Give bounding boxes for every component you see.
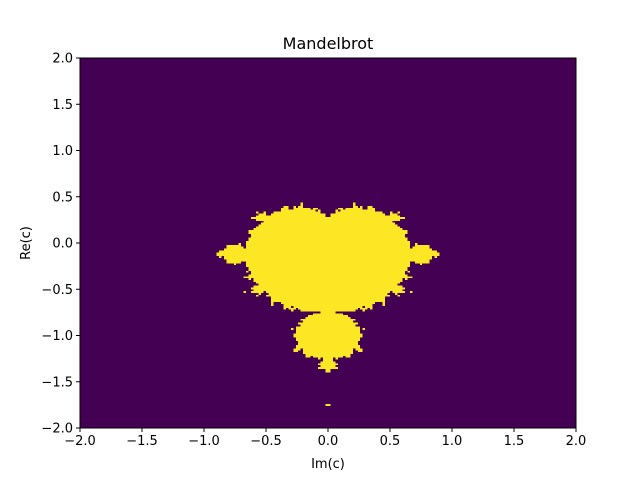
y-tick-label: 2.0 [52,52,73,67]
x-tick-label: −1.5 [126,434,158,449]
plot-area [79,57,577,429]
y-tick-label: 1.0 [52,144,73,159]
x-tick-label: −2.0 [64,434,96,449]
y-axis-label: Re(c) [19,226,34,260]
x-tick-label: −1.0 [188,434,220,449]
x-tick-label: 1.5 [504,434,525,449]
y-tick-label: −0.5 [41,283,73,298]
x-tick-label: 0.5 [380,434,401,449]
x-axis-ticks: −2.0 −1.5 −1.0 −0.5 0.0 0.5 1.0 1.5 2.0 [64,428,586,449]
y-tick-label: 1.5 [52,98,73,113]
chart-title: Mandelbrot [283,34,374,53]
y-axis-ticks: 2.0 1.5 1.0 0.5 0.0 −0.5 −1.0 −1.5 −2.0 [41,52,80,437]
y-tick-label: −2.0 [41,422,73,437]
x-tick-label: 2.0 [566,434,587,449]
y-tick-label: −1.5 [41,375,73,390]
y-tick-label: 0.0 [52,237,73,252]
x-tick-label: −0.5 [250,434,282,449]
y-tick-label: −1.0 [41,329,73,344]
x-tick-label: 0.0 [318,434,339,449]
x-tick-label: 1.0 [442,434,463,449]
x-axis-label: Im(c) [311,457,345,472]
mandelbrot-heatmap [80,58,576,428]
y-tick-label: 0.5 [52,190,73,205]
